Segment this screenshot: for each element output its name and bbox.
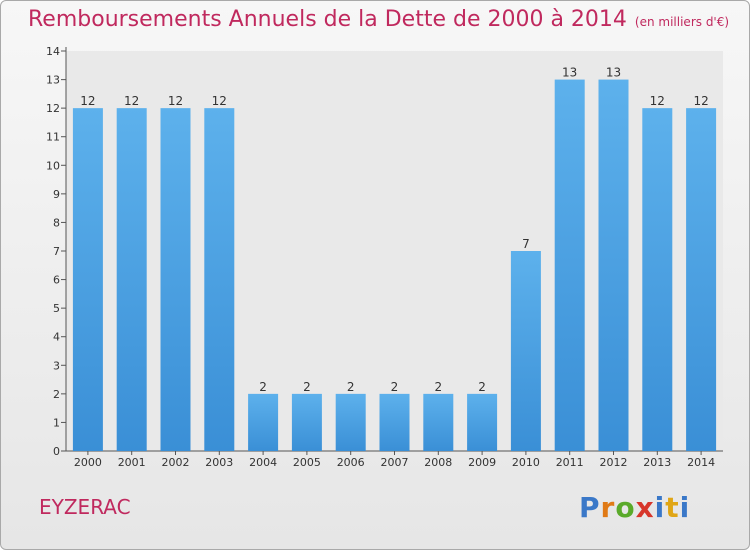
title-unit: (en milliers d'€) (634, 15, 730, 29)
x-tick-label: 2014 (687, 456, 715, 469)
logo-letter: t (665, 491, 680, 524)
x-tick-label: 2009 (468, 456, 496, 469)
data-label: 12 (212, 94, 227, 108)
bar (510, 251, 541, 451)
y-tick-label: 3 (53, 359, 60, 372)
x-tick-label: 2013 (643, 456, 671, 469)
bar (554, 79, 585, 452)
bar (423, 393, 454, 451)
bar (686, 108, 717, 452)
data-label: 2 (303, 380, 311, 394)
data-label: 13 (562, 66, 577, 80)
proxiti-logo: Proxiti (579, 491, 690, 524)
y-tick-label: 8 (53, 216, 60, 229)
y-tick-label: 9 (53, 188, 60, 201)
data-label: 2 (347, 380, 355, 394)
y-tick-label: 7 (53, 245, 60, 258)
x-tick-label: 2004 (249, 456, 277, 469)
y-tick-label: 12 (46, 102, 60, 115)
bar (467, 393, 498, 451)
bar (642, 108, 673, 452)
x-tick-label: 2011 (556, 456, 584, 469)
data-label: 12 (168, 94, 183, 108)
x-tick-label: 2000 (74, 456, 102, 469)
data-label: 7 (522, 237, 530, 251)
data-label: 12 (124, 94, 139, 108)
bar (291, 393, 322, 451)
logo-letter: i (654, 491, 666, 524)
x-tick-label: 2002 (162, 456, 190, 469)
bar (335, 393, 366, 451)
data-label: 2 (391, 380, 399, 394)
logo-letter: o (615, 491, 636, 524)
logo-letter: i (679, 491, 691, 524)
y-tick-label: 5 (53, 302, 60, 315)
logo-letter: x (635, 491, 655, 524)
data-label: 12 (650, 94, 665, 108)
y-tick-label: 2 (53, 388, 60, 401)
y-tick-label: 0 (53, 445, 60, 458)
data-label: 2 (434, 380, 442, 394)
town-name: EYZERAC (39, 495, 131, 519)
x-tick-label: 2012 (600, 456, 628, 469)
chart-title: Remboursements Annuels de la Dette de 20… (28, 7, 729, 32)
data-label: 12 (80, 94, 95, 108)
x-tick-label: 2001 (118, 456, 146, 469)
data-label: 2 (478, 380, 486, 394)
y-tick-label: 13 (46, 74, 60, 87)
y-tick-label: 1 (53, 416, 60, 429)
x-tick-label: 2003 (205, 456, 233, 469)
bar (248, 393, 279, 451)
bar (160, 108, 191, 452)
x-tick-label: 2008 (424, 456, 452, 469)
y-tick-label: 4 (53, 331, 60, 344)
x-tick-label: 2006 (337, 456, 365, 469)
data-label: 2 (259, 380, 267, 394)
data-label: 13 (606, 66, 621, 80)
x-tick-label: 2007 (381, 456, 409, 469)
x-tick-label: 2010 (512, 456, 540, 469)
bar (598, 79, 629, 452)
y-tick-label: 10 (46, 159, 60, 172)
bar (116, 108, 147, 452)
logo-letter: P (579, 491, 601, 524)
y-tick-label: 11 (46, 131, 60, 144)
bar (72, 108, 103, 452)
bar (204, 108, 235, 452)
x-tick-label: 2005 (293, 456, 321, 469)
bar (379, 393, 410, 451)
y-tick-label: 6 (53, 274, 60, 287)
data-label: 12 (693, 94, 708, 108)
logo-letter: r (600, 491, 616, 524)
y-tick-label: 14 (46, 45, 60, 58)
title-text: Remboursements Annuels de la Dette de 20… (28, 7, 627, 32)
